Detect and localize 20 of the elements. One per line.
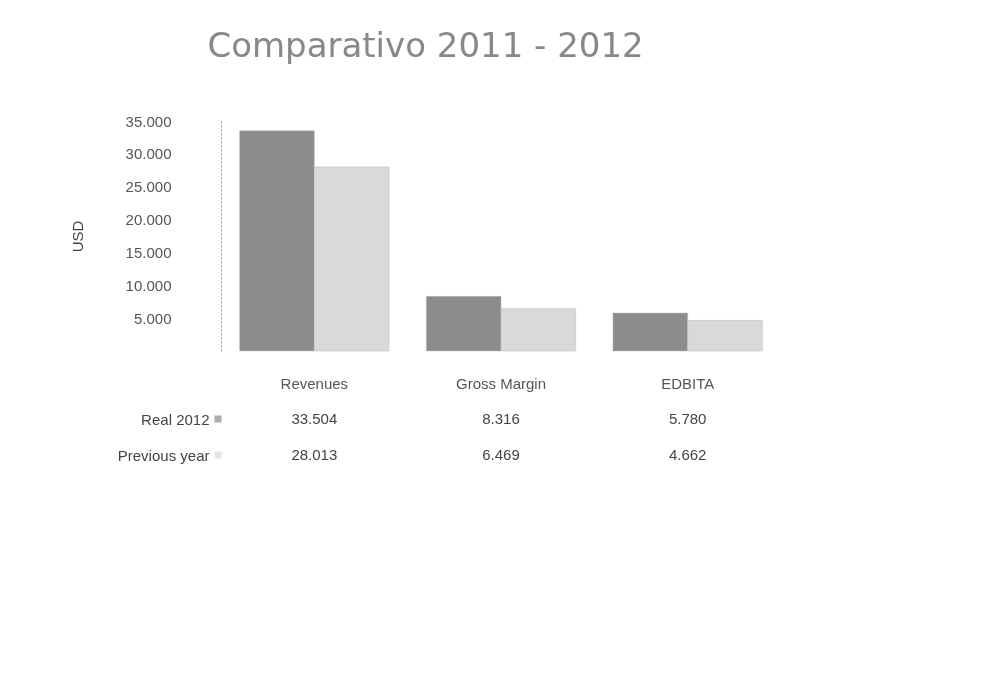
y-tick-label: 10.000 (125, 276, 172, 294)
data-label: 28.013 (291, 446, 338, 463)
x-tick-label: EDBITA (661, 374, 715, 392)
data-label: 33.504 (291, 410, 338, 427)
y-axis-title: USD (68, 220, 86, 253)
y-tick-label: 20.000 (125, 211, 172, 229)
data-label: 6.469 (482, 446, 520, 463)
legend-label: Previous year (117, 446, 210, 464)
y-tick-label: 15.000 (125, 243, 172, 261)
y-tick-label: 25.000 (125, 178, 172, 196)
chart-title: Comparativo 2011 - 2012 (207, 25, 644, 65)
y-tick-label: 30.000 (125, 145, 172, 163)
x-tick-label: Revenues (280, 374, 349, 392)
x-tick-label: Gross Margin (455, 374, 547, 392)
y-tick-label: 5.000 (133, 309, 172, 327)
data-label: 5.780 (668, 410, 707, 427)
y-tick-label: 35.000 (125, 112, 172, 130)
legend-label: Real 2012 (141, 410, 210, 428)
data-label: 8.316 (482, 410, 520, 427)
data-label: 4.662 (668, 446, 707, 463)
